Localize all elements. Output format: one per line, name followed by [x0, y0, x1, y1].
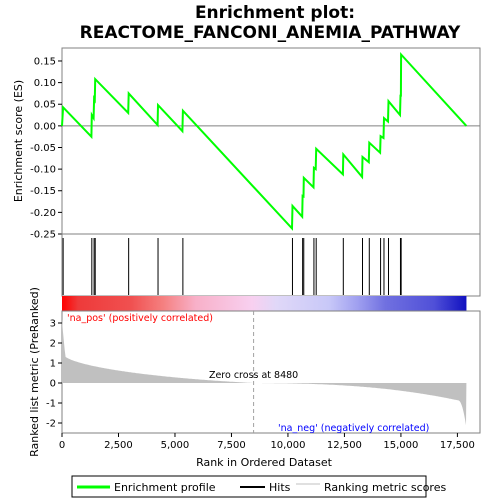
- x-tick-label: 10,000: [270, 440, 305, 451]
- hits-group: [62, 238, 402, 295]
- metric-tick-label: 0: [50, 379, 56, 390]
- enrichment-profile-line: [61, 51, 468, 231]
- pos-label: 'na_pos' (positively correlated): [67, 313, 213, 324]
- rank-color-bar: [62, 296, 467, 311]
- es-axis: -0.25 -0.20 -0.15 -0.10 -0.05 0.00 0.05 0.10 0.1…: [30, 56, 62, 241]
- legend-hits-label: Hits: [269, 481, 291, 494]
- chart-title-line2: REACTOME_FANCONI_ANEMIA_PATHWAY: [80, 23, 461, 43]
- es-tick-label: -0.10: [30, 165, 56, 176]
- es-tick-label: 0.05: [34, 100, 56, 111]
- x-tick-label: 15,000: [383, 440, 418, 451]
- metric-axis: -2 -1 0 1 2 3: [46, 319, 62, 430]
- metric-tick-label: -2: [46, 419, 56, 430]
- chart-title-line1: Enrichment plot:: [195, 3, 355, 23]
- x-axis-label: Rank in Ordered Dataset: [196, 456, 333, 469]
- x-tick-label: 0: [59, 440, 65, 451]
- metric-tick-label: 2: [50, 339, 56, 350]
- x-tick-label: 7,500: [217, 440, 246, 451]
- es-tick-label: 0.10: [34, 78, 56, 89]
- es-tick-label: -0.20: [30, 208, 56, 219]
- neg-label: 'na_neg' (negatively correlated): [278, 423, 429, 434]
- x-tick-label: 2,500: [104, 440, 133, 451]
- legend-metric-label: Ranking metric scores: [324, 481, 446, 494]
- metric-panel: [61, 310, 481, 434]
- es-tick-label: -0.15: [30, 186, 56, 197]
- metric-tick-label: 3: [50, 319, 56, 330]
- hits-panel: [61, 233, 481, 297]
- x-axis: 0 2,500 5,000 7,500 10,000 12,500 15,000 17,500: [59, 433, 475, 451]
- es-tick-label: 0.15: [34, 56, 56, 67]
- metric-tick-label: -1: [46, 399, 56, 410]
- zero-cross-label: Zero cross at 8480: [209, 370, 298, 381]
- es-tick-label: -0.25: [30, 230, 56, 241]
- metric-tick-label: 1: [50, 359, 56, 370]
- es-tick-label: -0.05: [30, 143, 56, 154]
- legend-es-label: Enrichment profile: [114, 481, 216, 494]
- es-tick-label: 0.00: [34, 121, 56, 132]
- es-panel: [61, 47, 481, 235]
- x-tick-label: 12,500: [327, 440, 362, 451]
- x-tick-label: 5,000: [161, 440, 190, 451]
- metric-axis-label: Ranked list metric (PreRanked): [28, 287, 41, 457]
- x-tick-label: 17,500: [440, 440, 475, 451]
- es-axis-label: Enrichment score (ES): [12, 80, 25, 202]
